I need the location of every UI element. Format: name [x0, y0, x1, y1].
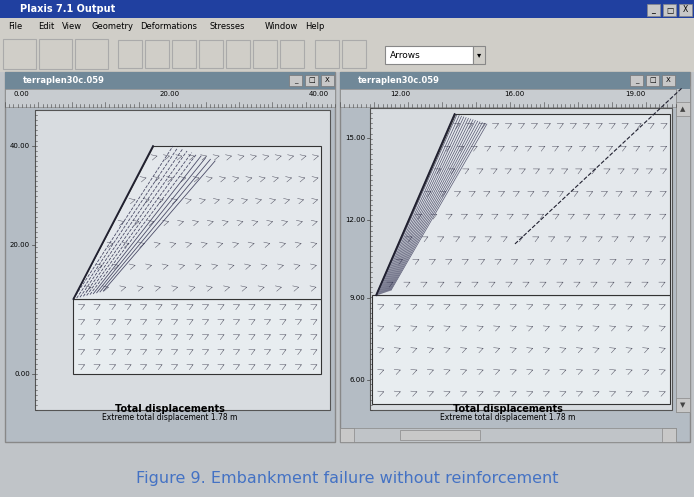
Bar — [372, 295, 670, 404]
Text: 19.00: 19.00 — [625, 91, 646, 97]
Text: Geometry: Geometry — [92, 22, 134, 31]
Text: 6.00: 6.00 — [349, 377, 365, 383]
Bar — [5, 89, 335, 107]
Text: X: X — [325, 78, 330, 83]
Text: X: X — [666, 78, 671, 83]
Text: 20.00: 20.00 — [160, 91, 180, 97]
Text: ▾: ▾ — [477, 51, 481, 60]
Text: Stresses: Stresses — [210, 22, 246, 31]
Bar — [172, 40, 196, 68]
Bar — [289, 75, 302, 86]
Text: 15.00: 15.00 — [345, 135, 365, 141]
Bar — [35, 110, 330, 410]
Bar — [370, 108, 672, 410]
Bar — [226, 40, 250, 68]
Bar — [400, 430, 480, 440]
Bar — [75, 39, 108, 69]
Bar — [662, 75, 675, 86]
Text: 0.00: 0.00 — [15, 371, 30, 377]
Text: 12.00: 12.00 — [345, 217, 365, 223]
Text: _: _ — [635, 78, 638, 83]
Text: Edit: Edit — [38, 22, 54, 31]
Bar — [5, 72, 335, 89]
Bar — [663, 4, 676, 16]
Bar — [321, 75, 334, 86]
Bar — [646, 75, 659, 86]
Bar — [385, 46, 473, 64]
Text: Figure 9. Embankment failure without reinforcement: Figure 9. Embankment failure without rei… — [136, 472, 558, 487]
Text: Total displacements: Total displacements — [453, 404, 563, 414]
Bar — [630, 75, 643, 86]
Bar — [0, 18, 694, 35]
Text: Window: Window — [265, 22, 298, 31]
Polygon shape — [376, 114, 670, 295]
Text: terraplen30c.059: terraplen30c.059 — [358, 76, 440, 85]
Bar — [340, 428, 354, 442]
Bar — [340, 89, 676, 107]
Bar — [342, 40, 366, 68]
Text: _: _ — [652, 5, 655, 14]
Text: File: File — [8, 22, 22, 31]
Text: 12.00: 12.00 — [391, 91, 411, 97]
Bar — [199, 40, 223, 68]
Text: View: View — [62, 22, 82, 31]
Text: Plaxis 7.1 Output: Plaxis 7.1 Output — [20, 4, 115, 14]
Polygon shape — [74, 146, 321, 299]
Text: 40.00: 40.00 — [308, 91, 328, 97]
Text: Arrows: Arrows — [390, 51, 421, 60]
Bar — [676, 102, 690, 116]
Bar — [647, 4, 660, 16]
Bar — [340, 72, 690, 89]
Bar — [0, 35, 694, 72]
Bar — [679, 4, 692, 16]
Bar — [145, 40, 169, 68]
Text: □: □ — [308, 78, 315, 83]
Bar — [305, 75, 318, 86]
Bar — [662, 428, 676, 442]
Bar — [253, 40, 277, 68]
Text: X: X — [683, 5, 688, 14]
Bar — [0, 0, 694, 18]
Bar — [473, 46, 485, 64]
Text: 9.00: 9.00 — [349, 295, 365, 301]
Text: 40.00: 40.00 — [10, 143, 30, 149]
Text: □: □ — [666, 5, 673, 14]
Bar — [676, 86, 690, 412]
Bar — [340, 428, 676, 442]
Bar — [3, 39, 36, 69]
Bar — [676, 398, 690, 412]
Text: terraplen30c.059: terraplen30c.059 — [23, 76, 105, 85]
Text: Extreme total displacement 1.78 m: Extreme total displacement 1.78 m — [440, 413, 576, 422]
Bar — [280, 40, 304, 68]
Text: 20.00: 20.00 — [10, 242, 30, 248]
Text: _: _ — [294, 78, 297, 83]
Bar — [5, 72, 335, 442]
Bar — [118, 40, 142, 68]
Text: □: □ — [649, 78, 656, 83]
Text: 16.00: 16.00 — [505, 91, 525, 97]
Text: Extreme total displacement 1.78 m: Extreme total displacement 1.78 m — [102, 413, 237, 422]
Text: 0.00: 0.00 — [14, 91, 29, 97]
Bar — [39, 39, 72, 69]
Text: Total displacements: Total displacements — [115, 404, 225, 414]
Text: ▲: ▲ — [680, 106, 686, 112]
Bar — [74, 299, 321, 374]
Bar — [340, 72, 690, 442]
Bar — [315, 40, 339, 68]
Text: ▼: ▼ — [680, 402, 686, 408]
Text: Deformations: Deformations — [140, 22, 197, 31]
Text: Help: Help — [305, 22, 324, 31]
